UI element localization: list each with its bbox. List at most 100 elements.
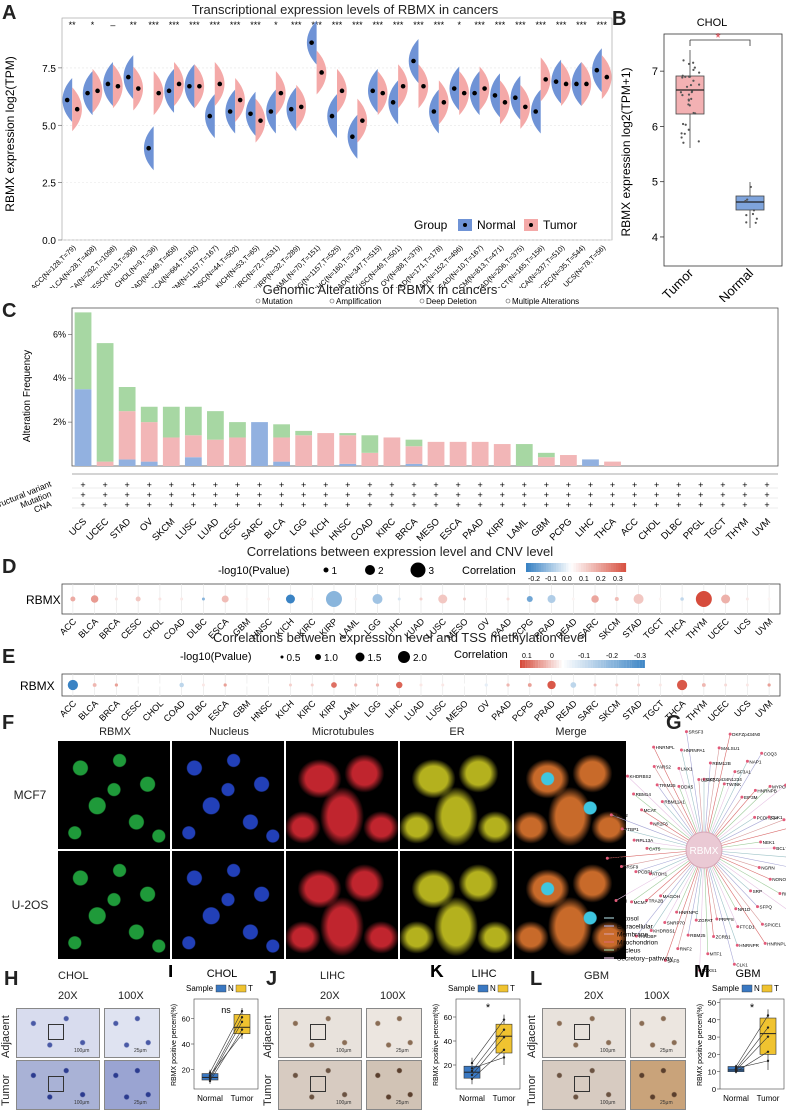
bubble-xlabel: TGCT [641, 698, 666, 723]
g-legend-item: Extracellular [617, 924, 654, 931]
ihc-cancer-label: 20X [320, 990, 340, 1002]
g-gene-label: SNRP70 [667, 920, 685, 925]
bubble-gbm [245, 597, 249, 601]
ihc-tile [542, 1060, 626, 1110]
panel-a-violin-chart: RBMX expression log2(TPM) 0.0 2.5 5.0 7.5 *… [3, 17, 613, 288]
c-track-mark: + [455, 490, 460, 500]
violin-pair: *** [184, 20, 205, 109]
a-sig-label: *** [515, 20, 526, 30]
g-gene-label: PRPF8 [719, 917, 734, 922]
c-track-mark: + [500, 480, 505, 490]
c-bar-stack [162, 406, 180, 466]
bubble-xlabel: UVM [753, 698, 774, 719]
bubble-thca [676, 679, 688, 691]
c-track-mark: + [345, 480, 350, 490]
c-xtick-label: DLBC [659, 516, 685, 542]
bubble-gbm [245, 683, 249, 687]
normal-median [513, 95, 518, 101]
c-track-mark: + [632, 480, 637, 490]
normal-median [574, 81, 579, 87]
box-xlabel-normal: Normal [197, 1094, 223, 1103]
bubble-tgct [658, 683, 662, 687]
bubble-xlabel: PAAD [490, 698, 514, 722]
c-bar-mut [515, 444, 533, 466]
c-track-mark: + [588, 480, 593, 490]
violin-pair: *** [225, 20, 245, 134]
g-gene-label: RBM14 [636, 792, 652, 797]
panel-label-c: C [2, 300, 17, 322]
c-track-mark: + [169, 480, 174, 490]
a-sig-label: *** [535, 20, 546, 30]
c-track-mark: + [610, 480, 615, 490]
c-bar-stack [295, 430, 313, 466]
panel-label: J [266, 968, 278, 990]
tumor-median [482, 86, 487, 91]
f-column-label: Microtubules [311, 726, 375, 738]
bubble-xlabel: SKCM [597, 698, 622, 723]
c-track-mark: + [102, 480, 107, 490]
c-ytick: 6% [53, 329, 66, 339]
box-ylabel: RBMX positive percent(%) [697, 1004, 704, 1086]
violin-pair: *** [143, 20, 164, 171]
g-gene-label: MCM7 [634, 900, 648, 905]
box-xlabel-normal: Normal [459, 1094, 485, 1103]
legend-normal-label: Normal [477, 218, 516, 232]
ihc-mag-100: 100X [380, 990, 406, 1002]
c-track-mark: + [235, 500, 240, 510]
f-row-label: U-2OS [11, 898, 49, 912]
bubble-xlabel: UCEC [706, 616, 731, 641]
violin-pair: *** [327, 20, 347, 139]
box-sig: * [750, 1002, 755, 1014]
c-bar-del [184, 457, 202, 466]
ihc-zoom-box [574, 1024, 590, 1040]
c-track-mark: + [80, 490, 85, 500]
c-track-mark: + [544, 480, 549, 490]
g-gene-label: SRP [753, 889, 762, 894]
normal-median [268, 109, 274, 114]
bubble-uvm [767, 597, 771, 601]
c-bar-del [273, 461, 290, 466]
ihc-scale-bar: 25μm [134, 1048, 147, 1054]
box-xlabel-normal: Normal [723, 1094, 749, 1103]
g-gene-label: TRA2B [649, 898, 664, 903]
ihc-scale-bar: 25μm [660, 1100, 673, 1106]
ihc-title: LIHC [320, 970, 346, 982]
bubble-tgct [658, 597, 662, 601]
bubble-xlabel: MESO [444, 698, 470, 724]
c-xtick-label: COAD [349, 516, 376, 543]
g-gene-label: NAP1 [749, 759, 761, 764]
bubble-xlabel: PRAD [532, 698, 557, 723]
c-bar-amp [361, 452, 379, 466]
c-xtick-label: ESCA [438, 516, 465, 543]
bubble-xlabel: BRCA [97, 698, 122, 723]
g-gene-label: SAFB [667, 958, 679, 963]
c-track-mark: + [147, 490, 152, 500]
c-bar-amp [162, 437, 180, 466]
e-size-label: 2.0 [413, 653, 427, 664]
e-color-tick: 0.1 [522, 653, 532, 660]
c-bar-stack [229, 422, 246, 466]
e-color-tick: 0 [550, 653, 554, 660]
g-gene-label: DDX5 [681, 784, 694, 789]
f-column-label: RBMX [99, 726, 131, 738]
tumor-median [360, 118, 365, 123]
bubble-read [571, 597, 575, 601]
bubble-kirc [310, 683, 314, 687]
c-track-mark: + [191, 480, 196, 490]
normal-median [492, 93, 498, 98]
a-sig-label: *** [311, 20, 322, 30]
a-sig-label: *** [352, 20, 363, 30]
bubble-prad [547, 595, 556, 603]
g-gene-label: FTCD1 [740, 925, 755, 930]
tumor-median [604, 74, 610, 80]
c-track-mark: + [367, 480, 372, 490]
violin-pair: *** [347, 20, 368, 159]
g-legend-item: Mitochondrion [617, 940, 658, 947]
c-bar-mut [273, 424, 290, 438]
g-gene-label: NONO [772, 877, 786, 882]
box-title: CHOL [207, 968, 238, 980]
a-ytick: 7.5 [42, 64, 56, 75]
panel-label: M [694, 965, 710, 982]
g-gene-label: MAGOH [663, 894, 680, 899]
